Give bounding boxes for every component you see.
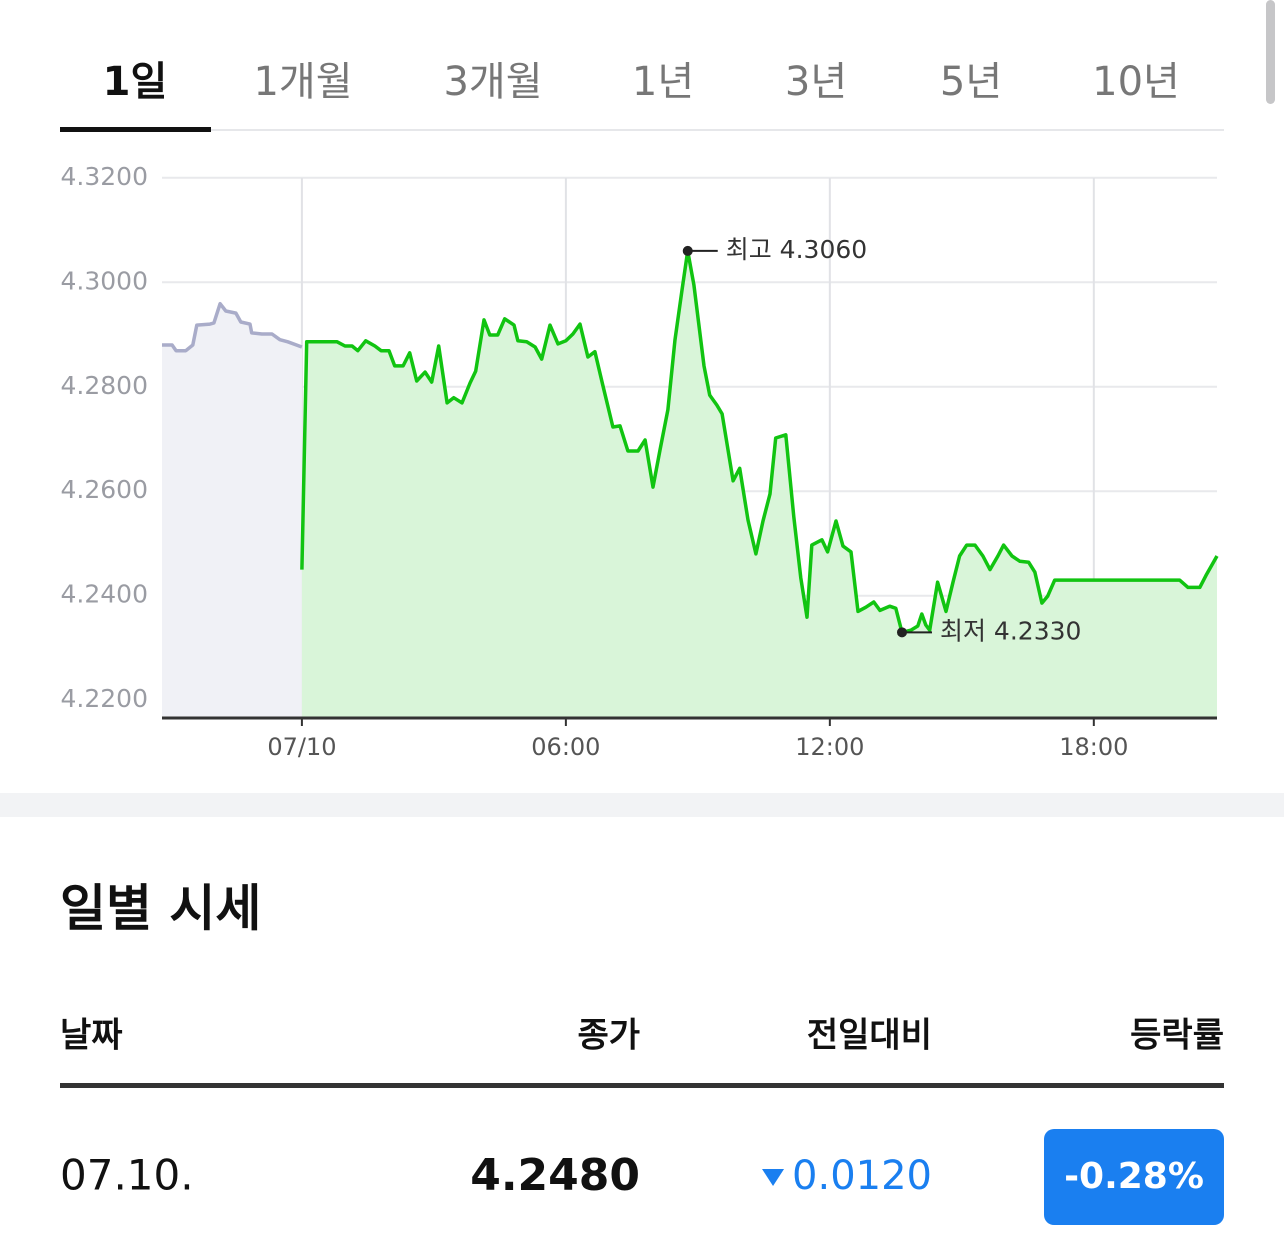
chart: 4.2200 4.2400 4.2600 4.2800 4.3000 4.3200 07/1… bbox=[61, 162, 1219, 761]
close-cell: 4.2480 bbox=[470, 1150, 640, 1201]
column-header: 종가 bbox=[577, 1016, 640, 1056]
column-header: 등락률 bbox=[1130, 1016, 1224, 1056]
area bbox=[162, 303, 302, 718]
header-rule bbox=[60, 1083, 1224, 1088]
tab[interactable]: 1년 bbox=[632, 59, 694, 105]
line bbox=[162, 301, 303, 353]
x-tick-label: 12:00 bbox=[795, 733, 864, 761]
y-tick-label: 4.2600 bbox=[61, 475, 148, 504]
tab[interactable]: 1일 bbox=[103, 59, 168, 105]
annotation-label: 최고 4.3060 bbox=[726, 235, 867, 264]
tab[interactable]: 5년 bbox=[940, 59, 1002, 105]
section-separator bbox=[0, 793, 1284, 817]
tab-bar: 1일 1개월 3개월 1년 3년 5년 10년 bbox=[60, 59, 1180, 132]
section-title: 일별 시세 bbox=[60, 880, 261, 938]
tab[interactable]: 3개월 bbox=[443, 59, 542, 105]
tab[interactable]: 10년 bbox=[1092, 59, 1180, 105]
active-tab-indicator bbox=[60, 127, 211, 132]
x-tick-label: 18:00 bbox=[1059, 733, 1128, 761]
y-tick-label: 4.3200 bbox=[61, 162, 148, 191]
tab[interactable]: 1개월 bbox=[253, 59, 352, 105]
x-tick-label: 07/10 bbox=[267, 733, 336, 761]
rate-cell: -0.28% bbox=[1064, 1156, 1204, 1197]
y-tick-label: 4.3000 bbox=[61, 266, 148, 295]
annotation-point bbox=[682, 245, 693, 256]
y-tick-label: 4.2800 bbox=[61, 371, 148, 400]
annotation-label: 최저 4.2330 bbox=[940, 616, 1081, 645]
change-cell: 0.0120 bbox=[792, 1153, 932, 1199]
line bbox=[300, 249, 1219, 635]
tab[interactable]: 3년 bbox=[785, 59, 847, 105]
down-arrow-icon bbox=[762, 1169, 785, 1186]
y-tick-label: 4.2200 bbox=[61, 684, 148, 713]
y-tick-label: 4.2400 bbox=[61, 580, 148, 609]
area bbox=[301, 250, 1217, 718]
column-header: 날짜 bbox=[60, 1016, 123, 1056]
price-table: 날짜 종가 전일대비 등락률 07.10. 4.2480 0.0120 -0.28% bbox=[60, 1016, 1224, 1225]
annotation-point bbox=[896, 627, 907, 638]
rate-badge bbox=[1044, 1129, 1224, 1225]
x-tick-label: 06:00 bbox=[531, 733, 600, 761]
scrollbar bbox=[1266, 0, 1275, 104]
column-header: 전일대비 bbox=[807, 1016, 932, 1056]
date-cell: 07.10. bbox=[60, 1151, 194, 1200]
